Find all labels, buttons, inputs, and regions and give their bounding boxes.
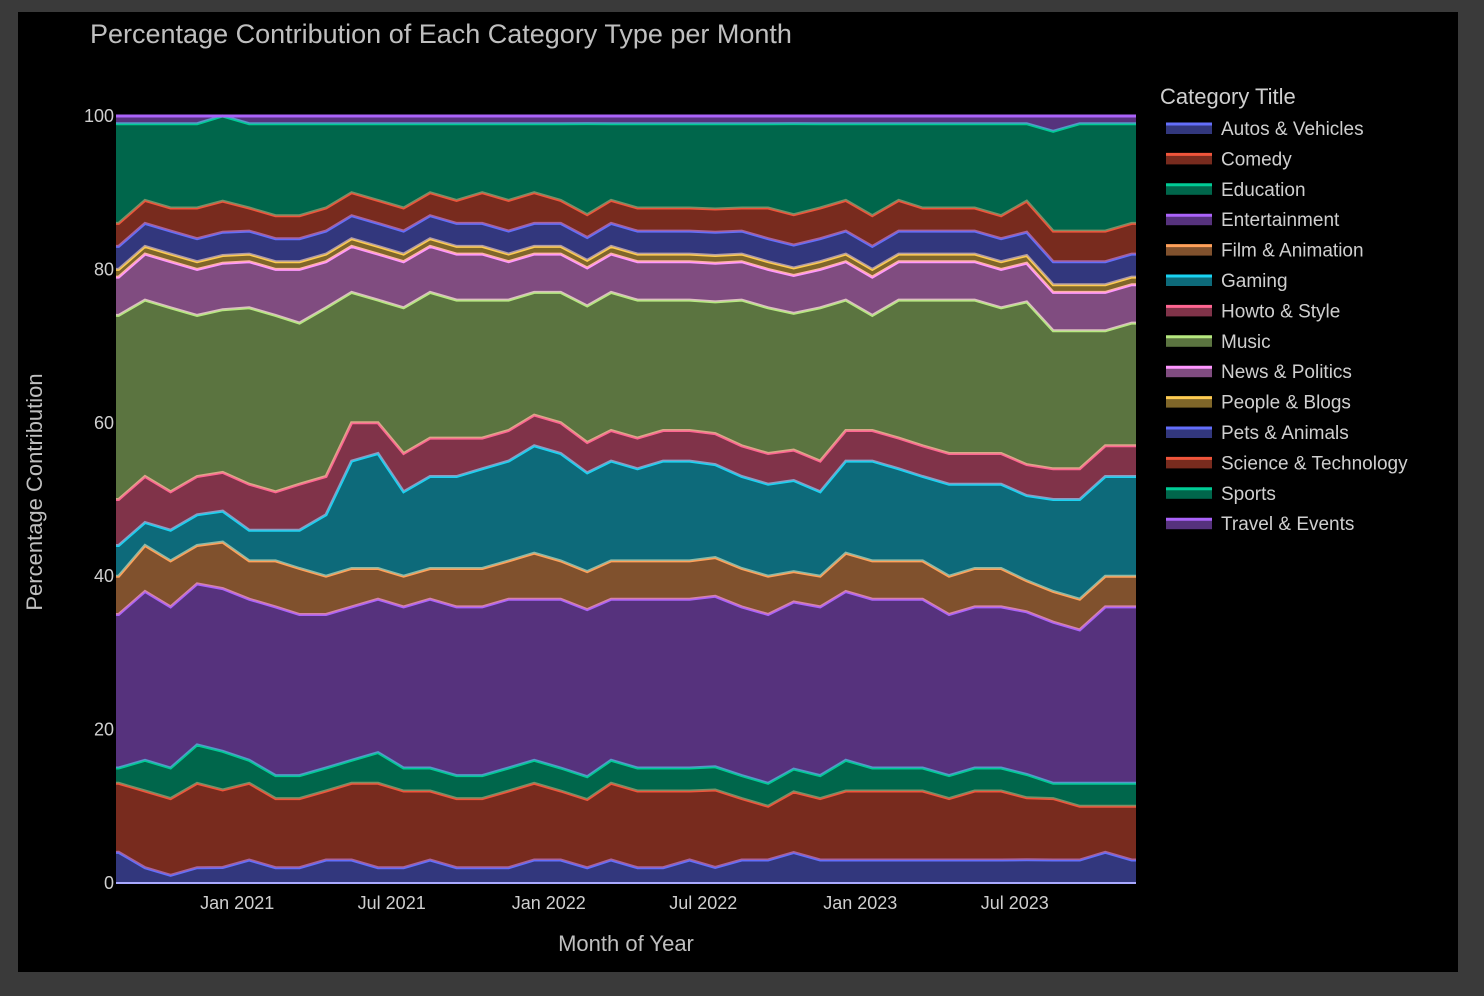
legend-label: Travel & Events <box>1221 514 1354 535</box>
legend-item-autos-vehicles[interactable]: Autos & Vehicles <box>1166 119 1364 140</box>
legend-label: Sports <box>1221 484 1276 505</box>
chart-title: Percentage Contribution of Each Category… <box>90 19 792 49</box>
legend-label: News & Politics <box>1221 362 1352 383</box>
legend-swatch <box>1166 397 1212 408</box>
legend-swatch <box>1166 154 1212 165</box>
area-comedy <box>116 783 1136 876</box>
area-autos-vehicles <box>116 852 1136 883</box>
area-film-animation <box>116 542 1136 630</box>
legend-item-pets-animals[interactable]: Pets & Animals <box>1166 423 1349 444</box>
legend-item-sports[interactable]: Sports <box>1166 484 1276 505</box>
legend-swatch <box>1166 215 1212 226</box>
area-news-politics <box>116 246 1136 331</box>
legend-swatch <box>1166 367 1212 378</box>
y-tick-label: 80 <box>94 259 114 279</box>
legend-swatch <box>1166 336 1212 347</box>
legend-swatch <box>1166 488 1212 499</box>
area-pets-animals <box>116 215 1136 285</box>
x-tick-label: Jan 2022 <box>512 893 586 913</box>
stacked-area-layer <box>115 114 1136 884</box>
legend-swatch <box>1166 184 1212 195</box>
legend-item-entertainment[interactable]: Entertainment <box>1166 210 1340 231</box>
legend-swatch <box>1166 458 1212 469</box>
x-tick-label: Jul 2022 <box>669 893 737 913</box>
legend-item-education[interactable]: Education <box>1166 180 1306 201</box>
area-education <box>116 744 1136 807</box>
legend-label: Autos & Vehicles <box>1221 119 1364 140</box>
legend-label: Howto & Style <box>1221 301 1340 322</box>
legend-label: Entertainment <box>1221 210 1340 231</box>
legend-label: Comedy <box>1221 149 1292 170</box>
y-tick-label: 100 <box>84 106 114 126</box>
legend-label: Film & Animation <box>1221 241 1364 262</box>
legend-label: People & Blogs <box>1221 393 1351 414</box>
x-axis-ticks: Jan 2021 Jul 2021 Jan 2022 Jul 2022 Jan 2023… <box>200 893 1049 913</box>
x-tick-label: Jul 2021 <box>358 893 426 913</box>
y-axis-title: Percentage Contribution <box>22 373 47 610</box>
area-entertainment <box>116 583 1136 784</box>
legend-item-science-technology[interactable]: Science & Technology <box>1166 453 1408 474</box>
legend-swatch <box>1166 519 1212 530</box>
legend-swatch <box>1166 306 1212 317</box>
legend[interactable]: Autos & Vehicles Comedy Education Entertain… <box>1166 119 1408 535</box>
area-gaming <box>116 445 1136 600</box>
x-axis-title: Month of Year <box>558 931 694 956</box>
area-sports <box>116 116 1136 232</box>
legend-item-travel-events[interactable]: Travel & Events <box>1166 514 1354 535</box>
legend-item-howto-style[interactable]: Howto & Style <box>1166 301 1340 322</box>
legend-swatch <box>1166 124 1212 134</box>
legend-item-people-blogs[interactable]: People & Blogs <box>1166 393 1351 414</box>
legend-label: Gaming <box>1221 271 1288 292</box>
legend-swatch <box>1166 428 1212 438</box>
x-tick-label: Jan 2021 <box>200 893 274 913</box>
x-tick-label: Jan 2023 <box>823 893 897 913</box>
legend-item-film-animation[interactable]: Film & Animation <box>1166 241 1364 262</box>
legend-label: Music <box>1221 332 1271 353</box>
y-tick-label: 20 <box>94 720 114 740</box>
legend-swatch <box>1166 276 1212 286</box>
legend-item-music[interactable]: Music <box>1166 332 1271 353</box>
legend-title: Category Title <box>1160 84 1296 109</box>
area-howto-style <box>116 415 1136 546</box>
y-tick-label: 40 <box>94 566 114 586</box>
y-tick-label: 0 <box>104 873 114 893</box>
x-tick-label: Jul 2023 <box>981 893 1049 913</box>
legend-item-comedy[interactable]: Comedy <box>1166 149 1292 170</box>
legend-label: Science & Technology <box>1221 453 1408 474</box>
y-tick-label: 60 <box>94 413 114 433</box>
legend-swatch <box>1166 245 1212 256</box>
legend-label: Education <box>1221 180 1306 201</box>
y-axis-ticks: 0 20 40 60 80 100 <box>84 106 114 893</box>
area-music <box>116 292 1136 500</box>
area-science-technology <box>116 192 1136 262</box>
legend-item-news-politics[interactable]: News & Politics <box>1166 362 1352 383</box>
chart-figure: Percentage Contribution of Each Category… <box>18 12 1458 972</box>
legend-item-gaming[interactable]: Gaming <box>1166 271 1288 292</box>
area-travel-events <box>116 116 1136 132</box>
legend-label: Pets & Animals <box>1221 423 1349 444</box>
chart-svg: Percentage Contribution of Each Category… <box>22 19 1408 956</box>
